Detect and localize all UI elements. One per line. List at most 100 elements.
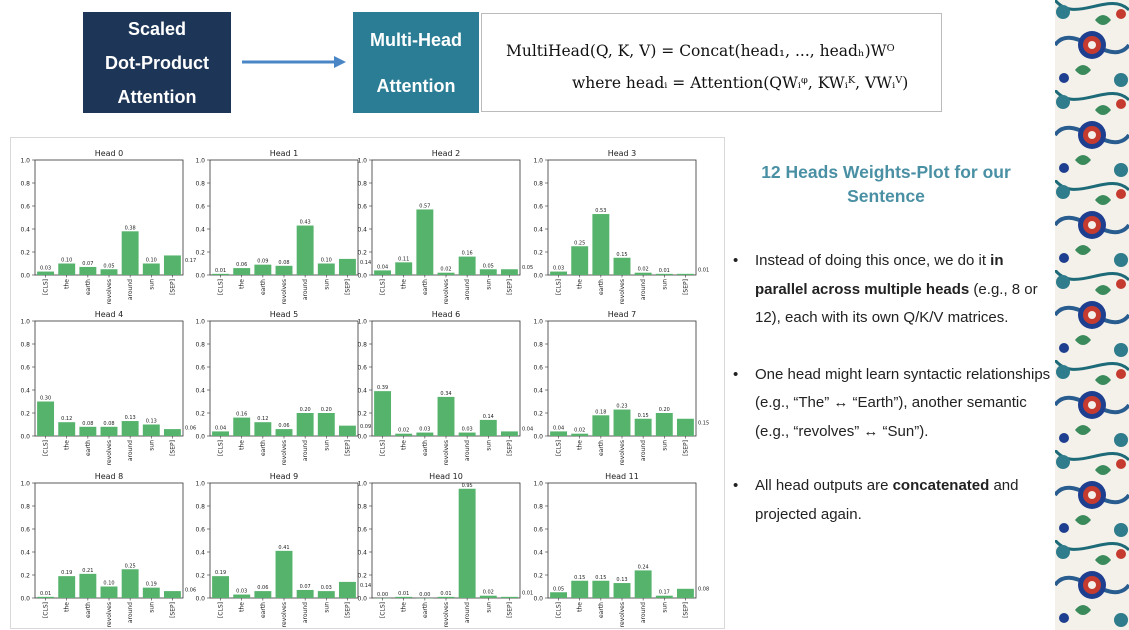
bar-value-label: 0.04 [522,427,533,433]
chart-title: Head 10 [429,472,463,481]
bar [317,591,335,598]
bar [121,569,139,598]
bar [479,595,497,598]
bar-value-label: 0.34 [440,391,451,397]
bar [254,264,272,275]
bar [437,396,455,436]
y-tick-label: 1.0 [357,319,367,326]
chart-frame [371,159,521,276]
bar [233,417,251,436]
chart-title: Head 8 [95,472,124,481]
bar-value-label: 0.24 [638,564,649,570]
bar-value-label: 0.12 [61,416,72,422]
bar [296,589,314,598]
x-tick-label: the [577,279,584,289]
y-tick-label: 0.8 [357,181,367,188]
bar [395,262,413,275]
bar-value-label: 0.13 [125,415,136,421]
x-tick-label: [CLS] [43,440,50,456]
bullet-text: Instead of doing this once, we do it [755,252,991,269]
x-tick-label: [SEP] [169,279,176,295]
x-tick-label: [CLS] [218,279,225,295]
y-tick-label: 0.4 [20,550,30,557]
bar [613,583,631,598]
x-tick-label: sun [323,440,330,451]
y-tick-label: 1.0 [533,481,543,488]
y-tick-label: 0.4 [20,388,30,395]
y-tick-label: 1.0 [20,481,30,488]
y-tick-label: 0.8 [195,181,205,188]
x-tick-label: the [64,440,71,450]
x-tick-label: around [127,602,134,623]
bar-value-label: 0.03 [419,427,430,433]
bar-value-label: 0.03 [553,266,564,272]
bar [634,272,652,275]
y-tick-label: 0.4 [195,227,205,234]
y-tick-label: 0.2 [357,573,367,580]
y-tick-label: 0.6 [533,204,543,211]
chart-frame [209,320,359,437]
y-tick-label: 0.6 [195,527,205,534]
bar [416,432,434,436]
bar [275,550,293,598]
chart-title: Head 0 [95,149,124,158]
x-tick-label: around [640,279,647,300]
bar-value-label: 0.20 [300,407,311,413]
x-tick-label: revolves [443,279,450,304]
x-tick-label: the [239,440,246,450]
x-tick-label: [CLS] [380,279,387,295]
y-tick-label: 0.8 [195,504,205,511]
bullet-dot: • [733,252,739,269]
bar [458,432,476,436]
x-tick-label: [SEP] [682,279,689,295]
bar [58,263,76,275]
x-tick-label: the [401,440,408,450]
bar-value-label: 0.06 [185,588,196,594]
mha-line-1: Multi-Head [370,29,462,50]
bar [395,433,413,436]
y-tick-label: 0.4 [357,227,367,234]
x-tick-label: sun [323,602,330,613]
bar-value-label: 0.41 [278,545,289,551]
x-tick-label: revolves [106,602,113,627]
x-tick-label: around [464,440,471,461]
bar-value-label: 0.04 [215,425,226,431]
bar [142,263,160,275]
bar-value-label: 0.43 [300,220,311,226]
bar [338,425,356,436]
x-tick-label: sun [148,279,155,290]
bar [100,426,118,436]
x-tick-label: [SEP] [344,279,351,295]
x-tick-label: [SEP] [682,440,689,456]
bar [437,596,455,598]
bar-value-label: 0.03 [321,585,332,591]
bar [458,488,476,598]
bar-value-label: 0.12 [257,416,268,422]
bar [296,413,314,436]
formula-line-2: where headᵢ = Attention(QWᵢᵠ, KWᵢᴷ, VWᵢⱽ… [572,74,909,92]
chart-title: Head 9 [270,472,299,481]
bar [79,266,97,275]
bar-value-label: 0.05 [483,263,494,269]
bar [233,594,251,598]
y-tick-label: 0.2 [533,411,543,418]
bar-value-label: 0.95 [462,483,473,489]
bar-value-label: 0.05 [522,265,533,271]
bar [634,570,652,598]
bar [374,270,392,275]
bar-value-label: 0.53 [595,208,606,214]
bar [479,269,497,275]
x-tick-label: sun [485,279,492,290]
y-tick-label: 0.8 [533,504,543,511]
x-tick-label: [SEP] [506,440,513,456]
y-tick-label: 0.2 [533,250,543,257]
y-tick-label: 0.8 [357,504,367,511]
x-tick-label: [CLS] [218,602,225,618]
bar-value-label: 0.01 [659,268,670,274]
bar-value-label: 0.02 [638,267,649,273]
x-tick-label: [SEP] [682,602,689,618]
y-tick-label: 0.4 [357,388,367,395]
bar [296,225,314,275]
chart-title: Head 2 [432,149,461,158]
x-tick-label: around [464,602,471,623]
